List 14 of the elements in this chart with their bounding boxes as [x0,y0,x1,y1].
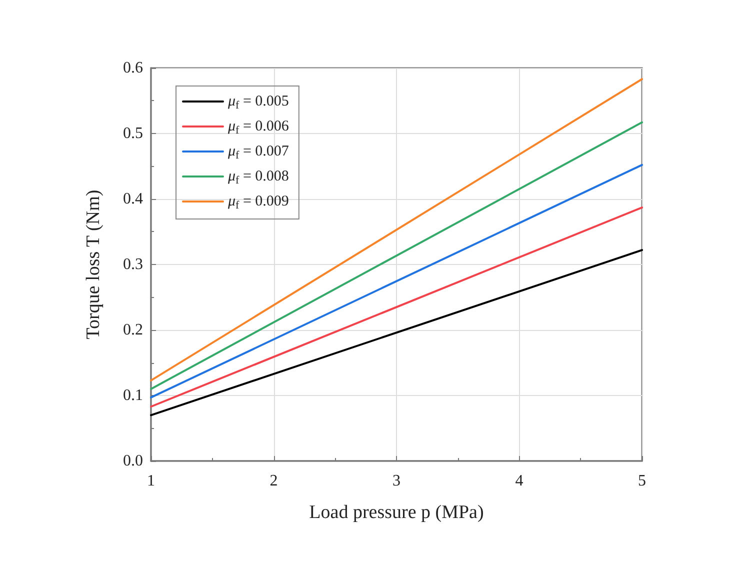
y-axis-title: Torque loss T (Nm) [83,190,104,340]
y-tick-label: 0.4 [123,190,143,208]
y-tick-label: 0.1 [123,387,143,404]
x-tick-label: 1 [147,472,155,490]
x-axis-title: Load pressure p (MPa) [309,502,484,523]
y-tick-label: 0.6 [123,60,143,76]
y-tick-label: 0.2 [123,322,143,338]
text: 0.0 [123,452,143,470]
x-tick-label: 4 [515,472,524,490]
x-tick-label: 5 [638,472,646,490]
x-tick-label: 2 [270,472,278,490]
y-tick-label: 0.5 [123,125,143,142]
x-tick-label: 3 [392,472,400,490]
y-tick-label: 0.3 [123,256,143,273]
